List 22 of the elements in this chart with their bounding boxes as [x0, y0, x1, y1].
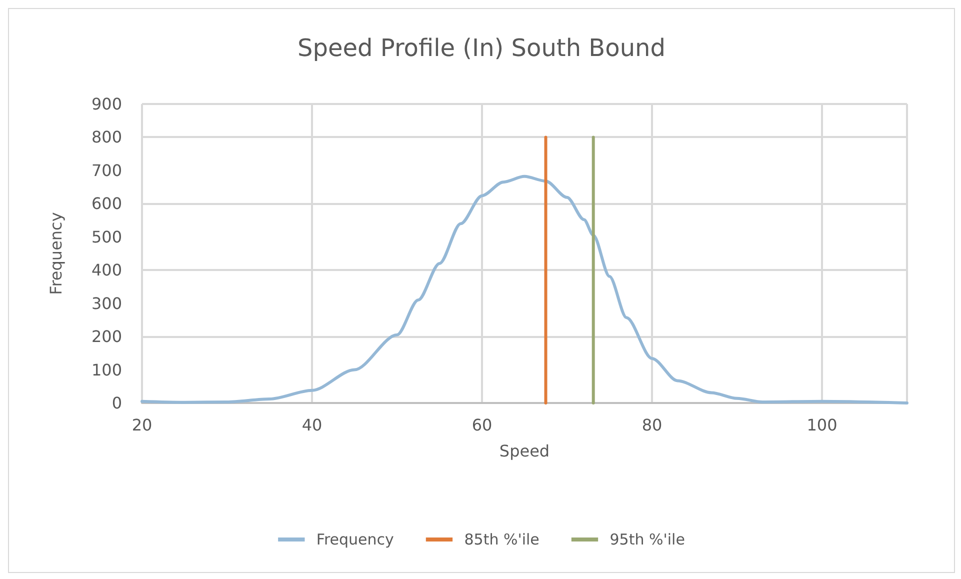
y-tick-label: 0	[112, 394, 122, 412]
legend-label: Frequency	[316, 530, 394, 548]
x-tick-label: 60	[472, 416, 492, 434]
x-tick-label: 40	[302, 416, 322, 434]
x-tick-label: 80	[642, 416, 662, 434]
x-tick-label: 100	[806, 416, 838, 434]
chart-title: Speed Profile (In) South Bound	[298, 34, 666, 62]
y-tick-label: 900	[91, 94, 122, 114]
y-tick-label: 200	[91, 327, 122, 346]
legend-label: 85th %'ile	[464, 530, 540, 548]
y-tick-label: 600	[91, 194, 122, 214]
y-axis-title: Frequency	[46, 212, 66, 295]
y-tick-label: 700	[91, 160, 122, 180]
y-tick-label: 300	[91, 294, 122, 313]
x-axis-title: Speed	[499, 442, 550, 460]
y-tick-label: 500	[91, 227, 122, 246]
legend-label: 95th %'ile	[610, 530, 685, 548]
y-tick-label: 400	[91, 260, 122, 280]
line-series	[140, 174, 908, 404]
y-tick-label: 800	[91, 128, 122, 147]
y-tick-label: 100	[91, 360, 122, 380]
x-tick-label: 20	[132, 416, 152, 434]
